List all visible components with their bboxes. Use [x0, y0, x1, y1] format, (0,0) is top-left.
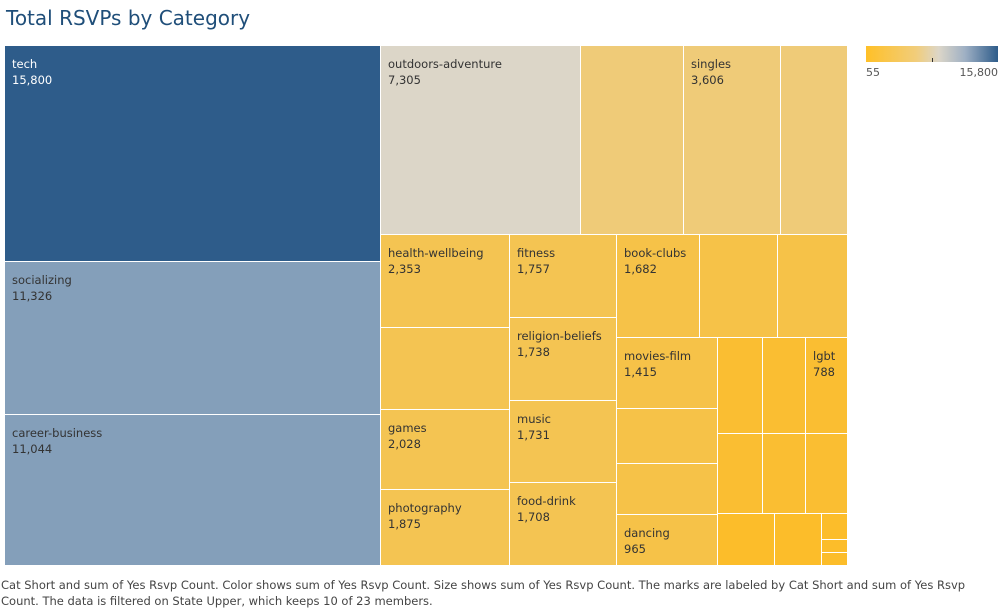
treemap-cell-unlabeled[interactable] [617, 409, 718, 464]
cell-value: 1,682 [624, 262, 657, 276]
treemap-cell-unlabeled[interactable] [822, 514, 848, 540]
cell-value: 11,326 [12, 289, 53, 303]
treemap-cell-singles[interactable]: singles 3,606 [684, 46, 781, 235]
treemap-cell-dancing[interactable]: dancing 965 [617, 515, 718, 566]
treemap-cell-unlabeled[interactable] [763, 338, 806, 434]
cell-label: photography 1,875 [388, 500, 462, 532]
cell-category-name: outdoors-adventure [388, 57, 502, 71]
cell-category-name: movies-film [624, 349, 692, 363]
cell-value: 15,800 [12, 73, 53, 87]
treemap-cell-games[interactable]: games 2,028 [381, 410, 510, 490]
cell-value: 965 [624, 542, 646, 556]
cell-value: 2,353 [388, 262, 421, 276]
cell-label: socializing 11,326 [12, 272, 72, 304]
cell-category-name: singles [691, 57, 732, 71]
cell-label: dancing 965 [624, 525, 670, 557]
treemap-cell-book-clubs[interactable]: book-clubs 1,682 [617, 235, 700, 338]
cell-label: music 1,731 [517, 411, 551, 443]
treemap-cell-unlabeled[interactable] [806, 434, 848, 514]
treemap-cell-lgbt[interactable]: lgbt 788 [806, 338, 848, 434]
cell-value: 7,305 [388, 73, 421, 87]
cell-category-name: health-wellbeing [388, 246, 484, 260]
cell-category-name: socializing [12, 273, 72, 287]
cell-label: career-business 11,044 [12, 425, 102, 457]
cell-label: movies-film 1,415 [624, 348, 691, 380]
cell-value: 1,708 [517, 510, 550, 524]
cell-value: 1,731 [517, 428, 550, 442]
treemap-cell-unlabeled[interactable] [581, 46, 684, 235]
cell-value: 1,757 [517, 262, 550, 276]
cell-value: 1,738 [517, 345, 550, 359]
cell-category-name: food-drink [517, 494, 576, 508]
cell-label: lgbt 788 [813, 348, 835, 380]
cell-category-name: book-clubs [624, 246, 687, 260]
cell-category-name: music [517, 412, 552, 426]
cell-category-name: dancing [624, 526, 670, 540]
chart-title: Total RSVPs by Category [6, 6, 251, 30]
legend-min-label: 55 [866, 66, 880, 79]
cell-category-name: games [388, 421, 427, 435]
cell-category-name: fitness [517, 246, 556, 260]
cell-value: 1,415 [624, 365, 657, 379]
treemap-cell-unlabeled[interactable] [718, 434, 763, 514]
treemap: tech 15,800 socializing 11,326 career-busine… [5, 46, 848, 566]
treemap-cell-unlabeled[interactable] [778, 235, 848, 338]
treemap-cell-food-drink[interactable]: food-drink 1,708 [510, 483, 617, 566]
treemap-cell-movies-film[interactable]: movies-film 1,415 [617, 338, 718, 409]
treemap-cell-tech[interactable]: tech 15,800 [5, 46, 381, 262]
cell-label: food-drink 1,708 [517, 493, 576, 525]
treemap-cell-unlabeled[interactable] [775, 514, 822, 566]
treemap-cell-socializing[interactable]: socializing 11,326 [5, 262, 381, 415]
cell-label: games 2,028 [388, 420, 427, 452]
cell-label: religion-beliefs 1,738 [517, 328, 602, 360]
treemap-cell-unlabeled[interactable] [822, 553, 848, 566]
treemap-cell-unlabeled[interactable] [718, 514, 775, 566]
treemap-cell-unlabeled[interactable] [763, 434, 806, 514]
cell-category-name: religion-beliefs [517, 329, 602, 343]
cell-value: 1,875 [388, 517, 421, 531]
cell-category-name: career-business [12, 426, 103, 440]
cell-category-name: photography [388, 501, 462, 515]
treemap-cell-unlabeled[interactable] [781, 46, 848, 235]
treemap-cell-music[interactable]: music 1,731 [510, 401, 617, 483]
cell-label: tech 15,800 [12, 56, 52, 88]
treemap-cell-religion-beliefs[interactable]: religion-beliefs 1,738 [510, 318, 617, 401]
treemap-cell-unlabeled[interactable] [617, 464, 718, 515]
legend-gradient-bar [866, 46, 998, 62]
treemap-cell-unlabeled[interactable] [718, 338, 763, 434]
cell-category-name: tech [12, 57, 38, 71]
cell-label: fitness 1,757 [517, 245, 555, 277]
treemap-cell-unlabeled[interactable] [822, 540, 848, 553]
treemap-cell-photography[interactable]: photography 1,875 [381, 490, 510, 566]
cell-label: singles 3,606 [691, 56, 731, 88]
cell-label: outdoors-adventure 7,305 [388, 56, 502, 88]
cell-label: book-clubs 1,682 [624, 245, 686, 277]
color-legend: 55 15,800 [866, 46, 998, 84]
cell-category-name: lgbt [813, 349, 836, 363]
treemap-cell-outdoors-adventure[interactable]: outdoors-adventure 7,305 [381, 46, 581, 235]
chart-caption: Cat Short and sum of Yes Rsvp Count. Col… [1, 578, 966, 608]
cell-value: 3,606 [691, 73, 724, 87]
treemap-cell-unlabeled[interactable] [381, 328, 510, 410]
cell-label: health-wellbeing 2,353 [388, 245, 484, 277]
treemap-cell-fitness[interactable]: fitness 1,757 [510, 235, 617, 318]
treemap-cell-health-wellbeing[interactable]: health-wellbeing 2,353 [381, 235, 510, 328]
cell-value: 11,044 [12, 442, 53, 456]
cell-value: 2,028 [388, 437, 421, 451]
legend-tick [932, 58, 933, 62]
legend-max-label: 15,800 [959, 66, 999, 79]
cell-value: 788 [813, 365, 835, 379]
treemap-cell-unlabeled[interactable] [700, 235, 778, 338]
treemap-cell-career-business[interactable]: career-business 11,044 [5, 415, 381, 566]
